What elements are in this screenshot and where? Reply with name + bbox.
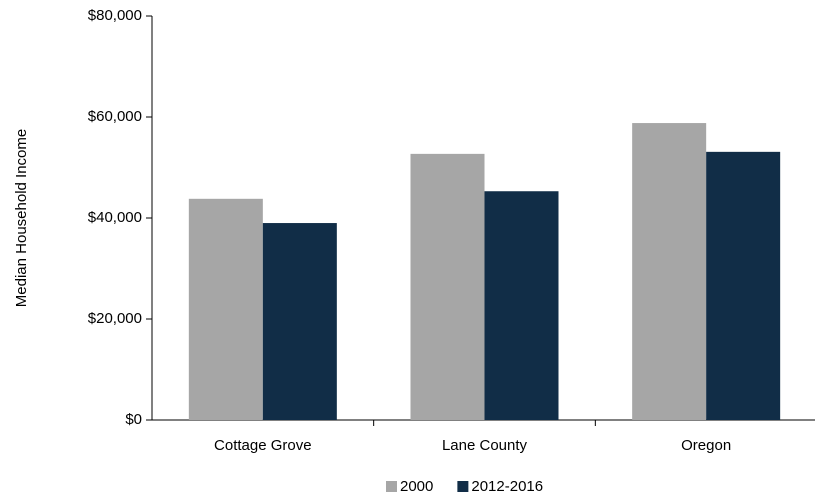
y-tick-label: $20,000 — [88, 310, 142, 327]
x-tick-label: Cottage Grove — [214, 437, 312, 454]
legend-label: 2000 — [400, 478, 433, 495]
y-tick-label: $60,000 — [88, 108, 142, 125]
bar — [262, 223, 337, 420]
x-tick-label: Lane County — [442, 437, 528, 454]
bar — [484, 191, 559, 420]
legend-label: 2012-2016 — [471, 478, 543, 495]
bar — [410, 153, 485, 421]
x-tick-label: Oregon — [681, 437, 731, 454]
y-tick-label: $0 — [125, 411, 142, 428]
bar — [188, 198, 263, 420]
y-tick-label: $80,000 — [88, 7, 142, 24]
bar — [706, 151, 781, 420]
y-axis-label: Median Household Income — [13, 129, 30, 307]
legend-swatch — [386, 481, 397, 492]
legend-swatch — [457, 481, 469, 492]
y-tick-label: $40,000 — [88, 209, 142, 226]
bar — [632, 123, 707, 420]
